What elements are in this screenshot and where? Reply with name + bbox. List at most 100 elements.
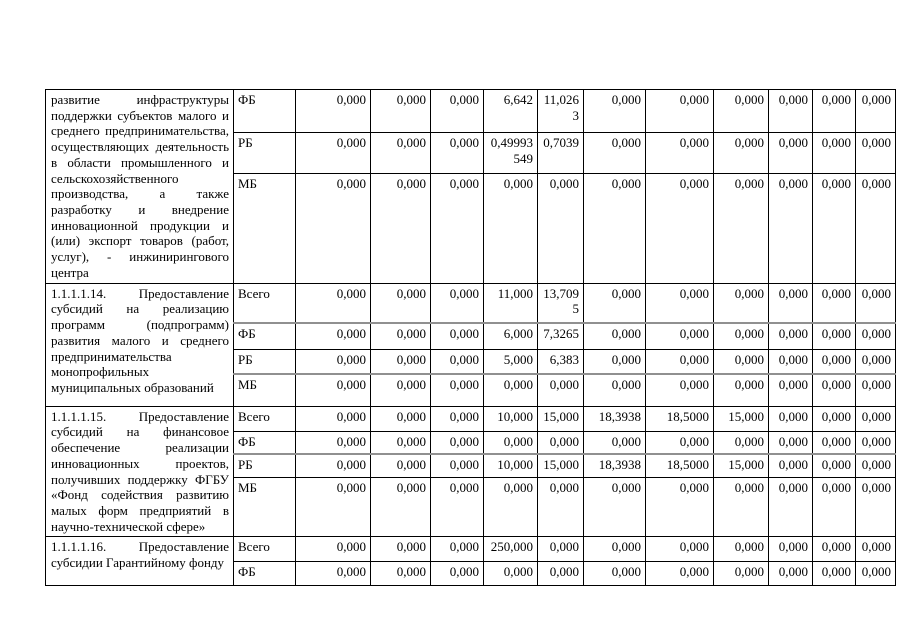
value-cell: 0,000 [295, 405, 371, 432]
budget-level-label: МБ [233, 477, 296, 538]
table-row: ФБ 0,000 0,000 0,000 6,000 7,3265 0,000 0,000 0,… [46, 322, 896, 350]
value-cell: 0,000 [768, 282, 813, 324]
value-cell: 0,000 [768, 131, 813, 174]
value-cell: 0,000 [768, 536, 813, 563]
budget-level-label: МБ [233, 172, 296, 284]
value-cell: 11,0263 [537, 89, 584, 133]
budget-level-label: РБ [233, 453, 296, 479]
value-cell: 0,000 [768, 430, 813, 455]
table-row: ФБ 0,000 0,000 0,000 0,000 0,000 0,000 0,000 0,0… [46, 430, 896, 455]
value-cell: 0,000 [645, 477, 714, 538]
value-cell: 6,383 [537, 348, 584, 375]
value-cell: 0,000 [645, 282, 714, 324]
value-cell: 0,000 [855, 322, 896, 350]
activity-description: 1.1.1.1.14. Предоставление субсидий на р… [45, 282, 234, 407]
value-cell: 0,000 [537, 373, 584, 407]
value-cell: 0,000 [768, 322, 813, 350]
value-cell: 0,000 [430, 405, 484, 432]
value-cell: 0,000 [855, 405, 896, 432]
value-cell: 15,000 [537, 453, 584, 479]
table-row: 1.1.1.1.16. Предоставление субсидии Гара… [45, 536, 896, 587]
budget-level-label: Всего [233, 405, 296, 432]
value-cell: 11,000 [483, 282, 538, 324]
value-cell: 0,000 [855, 348, 896, 375]
table-row: РБ 0,000 0,000 0,000 10,000 15,000 18,3938 18,5… [46, 453, 896, 479]
value-cell: 0,000 [295, 131, 371, 174]
value-cell: 0,000 [583, 172, 646, 284]
value-cell: 0,000 [430, 536, 484, 563]
value-cell: 18,3938 [583, 405, 646, 432]
value-cell: 0,000 [713, 322, 769, 350]
value-cell: 0,000 [768, 172, 813, 284]
value-cell: 0,000 [812, 348, 856, 375]
value-cell: 7,3265 [537, 322, 584, 350]
value-cell: 0,000 [812, 453, 856, 479]
value-cell: 18,5000 [645, 453, 714, 479]
table-row: РБ 0,000 0,000 0,000 0,49993549 0,7039 0,000 0,… [46, 131, 896, 174]
value-cell: 10,000 [483, 405, 538, 432]
value-cell: 0,000 [812, 373, 856, 407]
value-cell: 0,000 [812, 477, 856, 538]
value-cell: 0,000 [768, 348, 813, 375]
value-cell: 0,000 [370, 172, 431, 284]
value-cell: 0,000 [583, 322, 646, 350]
value-cell: 10,000 [483, 453, 538, 479]
value-cell: 0,000 [583, 131, 646, 174]
value-cell: 0,000 [430, 453, 484, 479]
value-cell: 0,000 [295, 322, 371, 350]
value-cell: 5,000 [483, 348, 538, 375]
value-cell: 0,7039 [537, 131, 584, 174]
budget-table: развитие инфраструктуры поддержки субъек… [45, 89, 896, 587]
value-cell: 0,000 [812, 131, 856, 174]
value-cell: 0,000 [483, 477, 538, 538]
value-cell: 18,5000 [645, 405, 714, 432]
budget-level-label: Всего [233, 282, 296, 324]
value-cell: 0,000 [537, 561, 584, 587]
value-cell: 0,000 [430, 430, 484, 455]
value-cell: 0,000 [768, 561, 813, 587]
value-cell: 0,000 [295, 172, 371, 284]
value-cell: 15,000 [713, 453, 769, 479]
value-cell: 0,000 [855, 536, 896, 563]
value-cell: 0,000 [855, 561, 896, 587]
value-cell: 0,000 [855, 477, 896, 538]
value-cell: 0,000 [370, 131, 431, 174]
table-row: 1.1.1.1.15. Предоставление субсидий на ф… [45, 405, 896, 538]
value-cell: 0,000 [645, 348, 714, 375]
value-cell: 0,000 [483, 373, 538, 407]
value-cell: 0,000 [370, 373, 431, 407]
value-cell: 0,000 [430, 348, 484, 375]
value-cell: 0,000 [370, 282, 431, 324]
activity-description: развитие инфраструктуры поддержки субъек… [45, 89, 234, 284]
value-cell: 0,000 [483, 172, 538, 284]
value-cell: 0,000 [812, 536, 856, 563]
value-cell: 0,000 [430, 477, 484, 538]
value-cell: 0,000 [812, 322, 856, 350]
value-cell: 0,000 [295, 373, 371, 407]
value-cell: 0,000 [768, 453, 813, 479]
value-cell: 0,000 [430, 131, 484, 174]
value-cell: 0,000 [855, 430, 896, 455]
value-cell: 0,000 [812, 405, 856, 432]
value-cell: 0,000 [812, 89, 856, 133]
value-cell: 0,000 [583, 348, 646, 375]
table-row: МБ 0,000 0,000 0,000 0,000 0,000 0,000 0,000 0,0… [46, 172, 896, 284]
budget-level-label: ФБ [233, 561, 296, 587]
value-cell: 0,000 [812, 172, 856, 284]
value-cell: 0,000 [855, 373, 896, 407]
value-cell: 0,000 [537, 430, 584, 455]
value-cell: 0,000 [370, 405, 431, 432]
value-cell: 0,000 [370, 348, 431, 375]
budget-level-label: ФБ [233, 322, 296, 350]
value-cell: 0,000 [713, 477, 769, 538]
value-cell: 0,000 [812, 282, 856, 324]
value-cell: 0,000 [645, 89, 714, 133]
table-row: МБ 0,000 0,000 0,000 0,000 0,000 0,000 0,000 0,0… [46, 373, 896, 407]
value-cell: 0,000 [768, 373, 813, 407]
value-cell: 0,000 [713, 348, 769, 375]
value-cell: 0,000 [855, 172, 896, 284]
value-cell: 0,000 [370, 430, 431, 455]
value-cell: 0,000 [430, 373, 484, 407]
value-cell: 0,000 [430, 561, 484, 587]
value-cell: 0,000 [768, 89, 813, 133]
